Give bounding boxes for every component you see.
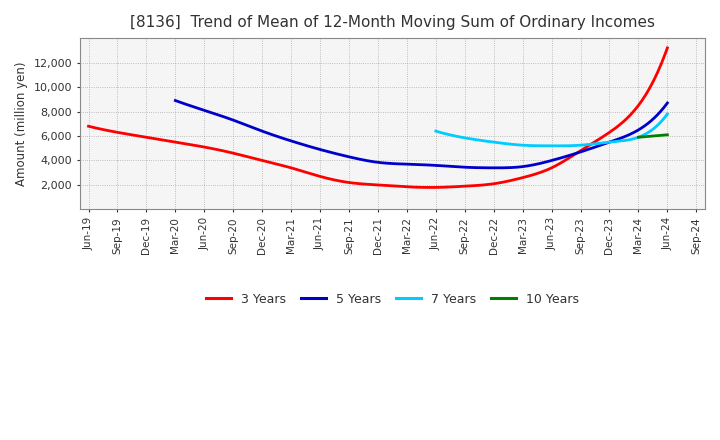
Legend: 3 Years, 5 Years, 7 Years, 10 Years: 3 Years, 5 Years, 7 Years, 10 Years bbox=[201, 288, 584, 311]
Y-axis label: Amount (million yen): Amount (million yen) bbox=[15, 62, 28, 186]
Title: [8136]  Trend of Mean of 12-Month Moving Sum of Ordinary Incomes: [8136] Trend of Mean of 12-Month Moving … bbox=[130, 15, 655, 30]
